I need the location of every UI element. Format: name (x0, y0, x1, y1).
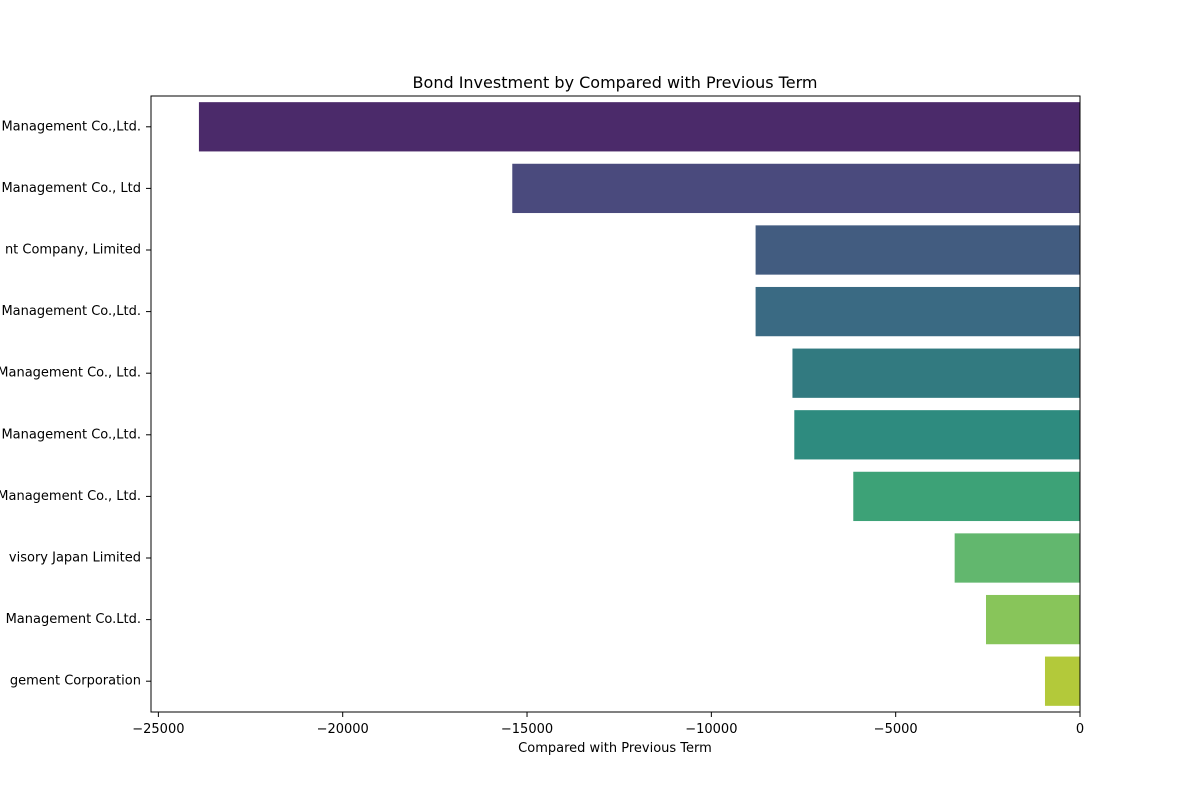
bar-9 (985, 594, 1080, 645)
bar-7 (853, 471, 1080, 522)
y-tick-label: Management Co., Ltd. (0, 489, 141, 504)
x-tick-label: −25000 (132, 722, 184, 737)
y-tick-label: Management Co., Ltd. (0, 366, 141, 381)
x-axis-label: Compared with Previous Term (518, 741, 712, 756)
y-tick-label: visory Japan Limited (9, 551, 141, 566)
bar-2 (512, 163, 1080, 214)
plot-frame (150, 95, 1081, 713)
bar-8 (954, 533, 1080, 583)
y-tick-label: Management Co.,Ltd. (1, 119, 141, 134)
bar-5 (792, 348, 1080, 398)
y-tick-label: gement Corporation (10, 674, 141, 689)
x-tick-label: −5000 (874, 722, 918, 737)
bar-4 (755, 286, 1080, 337)
x-tick-label: −10000 (685, 722, 737, 737)
chart-title: Bond Investment by Compared with Previou… (413, 73, 818, 92)
x-ticks: −25000 −20000 −15000 −10000 −5000 0 (132, 712, 1084, 737)
bars-group (198, 102, 1080, 706)
y-tick-label: Management Co., Ltd (1, 181, 141, 196)
x-tick-label: −20000 (317, 722, 369, 737)
y-tick-label: Management Co.Ltd. (6, 612, 141, 627)
bar-1 (198, 102, 1080, 152)
bar-3 (755, 225, 1080, 275)
x-tick-label: 0 (1076, 722, 1084, 737)
bar-6 (794, 410, 1080, 460)
x-tick-label: −15000 (501, 722, 553, 737)
y-tick-label: Management Co.,Ltd. (1, 304, 141, 319)
y-tick-label: nt Company, Limited (5, 243, 141, 258)
bar-10 (1044, 656, 1080, 706)
y-tick-label: Management Co.,Ltd. (1, 427, 141, 442)
y-tick-labels: Management Co.,Ltd. Management Co., Ltd nt… (0, 119, 151, 689)
